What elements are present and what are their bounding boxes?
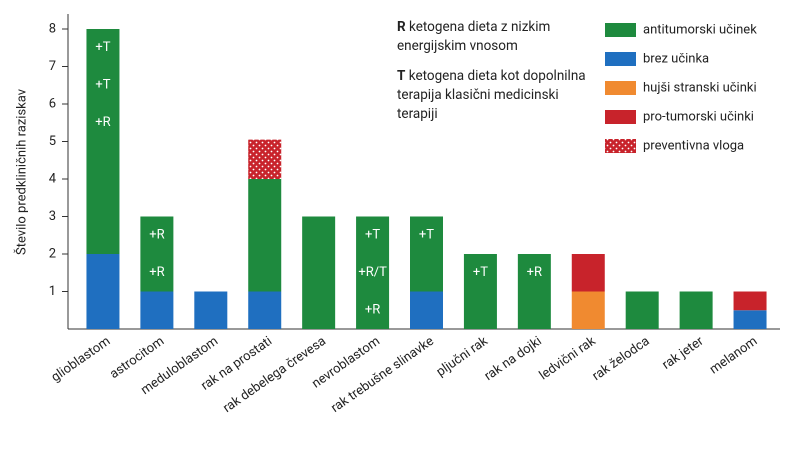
- bar-segment: [302, 216, 336, 329]
- bar-label: +T: [365, 228, 380, 243]
- bar-segment: [86, 254, 120, 329]
- bar-label: +R/T: [358, 265, 387, 280]
- bar-segment: [248, 179, 282, 292]
- legend-swatch: [605, 52, 636, 66]
- notes: R ketogena dieta z nizkim energijskim vn…: [397, 18, 587, 135]
- y-tick-label: 8: [49, 21, 56, 36]
- legend-swatch: [605, 139, 636, 153]
- y-tick-label: 3: [49, 209, 56, 224]
- legend-label: preventivna vloga: [643, 138, 744, 153]
- bar-segment: [517, 254, 551, 329]
- bar-segment: [194, 291, 228, 329]
- y-tick-label: 5: [49, 134, 56, 149]
- y-tick-label: 1: [49, 284, 56, 299]
- bar-segment: [733, 291, 767, 311]
- bar-segment: [571, 254, 605, 292]
- bar-segment: [410, 216, 443, 292]
- note-text: ketogena dieta z nizkim energijskim vnos…: [397, 19, 551, 54]
- x-tick-label: melanom: [707, 334, 760, 378]
- bar-label: +T: [473, 265, 488, 280]
- legend-label: pro-tumorski učinki: [643, 109, 754, 124]
- note: R ketogena dieta z nizkim energijskim vn…: [397, 18, 587, 56]
- bar-segment: [140, 291, 174, 329]
- note-text: ketogena dieta kot dopolnilna terapija k…: [397, 68, 586, 122]
- bar-segment: [248, 139, 282, 179]
- bar-label: +R: [149, 265, 164, 280]
- legend-label: brez učinka: [643, 51, 709, 66]
- bar-segment: [86, 29, 120, 254]
- bar-segment: [140, 216, 174, 292]
- bar-label: +R: [527, 265, 542, 280]
- x-tick-label: ledvični rak: [537, 334, 599, 384]
- y-tick-label: 7: [49, 59, 56, 74]
- legend-swatch: [605, 81, 636, 95]
- bar-segment: [410, 291, 443, 329]
- bar-label: +R: [365, 303, 380, 318]
- bar-label: +T: [95, 40, 110, 55]
- bar-label: +R: [95, 115, 110, 130]
- y-tick-label: 6: [49, 96, 56, 111]
- bar-segment: [571, 291, 605, 329]
- y-axis-label: Število predkliničnih raziskav: [13, 88, 29, 255]
- y-tick-label: 2: [49, 246, 56, 261]
- note-key: T: [397, 68, 406, 84]
- bar-segment: [679, 291, 713, 329]
- legend-swatch: [605, 110, 636, 124]
- x-tick-label: rak na dojki: [482, 334, 545, 384]
- x-tick-label: glioblastom: [49, 334, 113, 385]
- bar-label: +T: [419, 228, 434, 243]
- bar-segment: [356, 216, 390, 329]
- x-tick-label: rak jeter: [660, 333, 707, 372]
- y-tick-label: 4: [49, 171, 57, 186]
- bar-label: +T: [95, 78, 110, 93]
- legend-swatch: [605, 23, 636, 37]
- x-tick-label: rak želodca: [590, 334, 653, 384]
- bar-segment: [463, 254, 497, 329]
- note-key: R: [397, 19, 406, 35]
- bar-label: +R: [149, 228, 164, 243]
- bar-segment: [733, 310, 767, 329]
- legend-label: antitumorski učinek: [643, 22, 757, 37]
- bar-segment: [248, 291, 282, 329]
- note: T ketogena dieta kot dopolnilna terapija…: [397, 67, 587, 124]
- bar-segment: [625, 291, 659, 329]
- legend-label: hujši stranski učinki: [643, 80, 757, 95]
